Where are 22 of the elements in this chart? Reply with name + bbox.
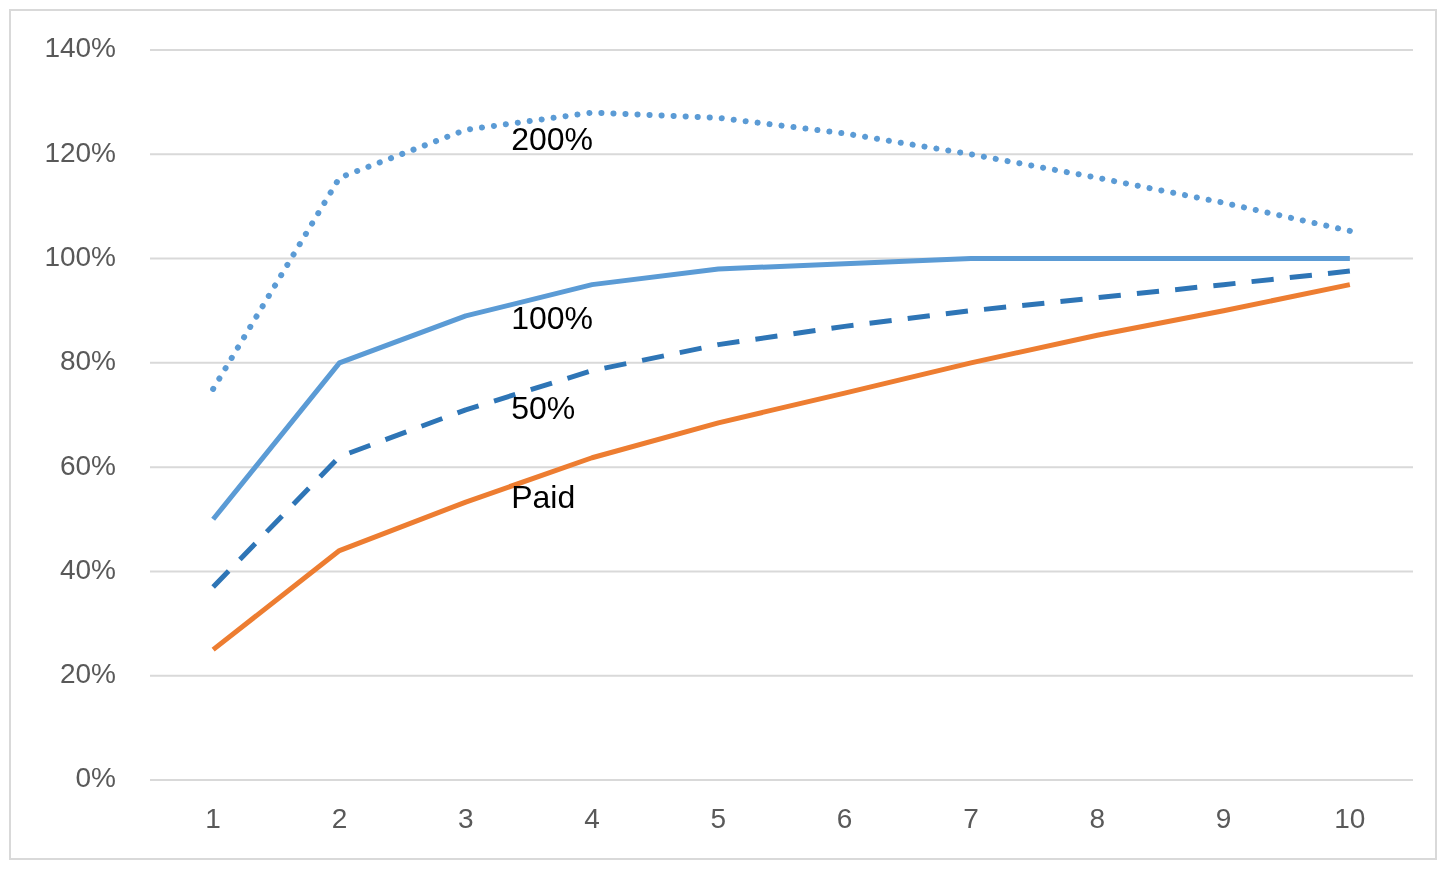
x-tick-label: 2 [331,803,348,834]
x-tick-label: 7 [963,803,979,834]
y-tick-label: 0% [75,762,116,794]
x-tick-label: 4 [584,803,600,834]
series-label: 200% [511,120,594,157]
x-tick-label: 5 [710,803,727,834]
x-tick-label: 3 [457,803,474,834]
series-label: 100% [511,299,594,336]
y-tick-label: 120% [44,136,116,168]
y-tick-label: 60% [59,449,116,481]
x-tick-label: 8 [1089,803,1106,834]
series-label: 50% [511,389,576,426]
x-tick-label: 10 [1334,803,1366,834]
y-tick-label: 140% [44,32,116,64]
y-tick-label: 40% [59,553,116,585]
y-tick-label: 100% [44,240,116,272]
x-tick-label: 6 [836,803,853,834]
y-tick-label: 20% [59,658,116,690]
x-tick-label: 1 [205,803,221,834]
y-tick-label: 80% [59,345,116,377]
x-tick-label: 9 [1215,803,1232,834]
series-label: Paid [511,479,576,516]
